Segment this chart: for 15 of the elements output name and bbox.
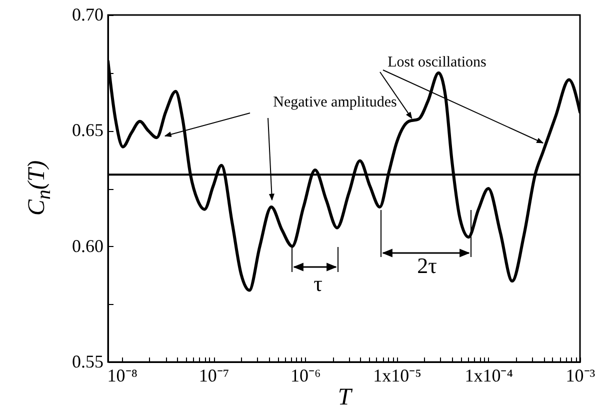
y-tick-label: 0.55 [72, 352, 104, 372]
x-tick-label: 1x10⁻⁴ [464, 366, 514, 386]
annotation: Lost oscillations [388, 54, 487, 70]
y-tick-label: 0.65 [72, 120, 104, 140]
x-tick-label: 10⁻³ [566, 366, 596, 386]
x-tick-label: 1x10⁻⁵ [373, 366, 422, 386]
annotation: τ [314, 271, 323, 296]
x-tick-label: 10⁻⁷ [198, 366, 230, 386]
x-tick-label: 10⁻⁶ [290, 366, 321, 386]
annotation: 2τ [417, 253, 438, 278]
y-tick-label: 0.60 [72, 236, 104, 256]
y-tick-label: 0.70 [72, 4, 104, 24]
annotation: Negative amplitudes [273, 94, 398, 110]
x-tick-label: 10⁻⁸ [107, 366, 138, 386]
x-axis-title: T [338, 384, 353, 410]
